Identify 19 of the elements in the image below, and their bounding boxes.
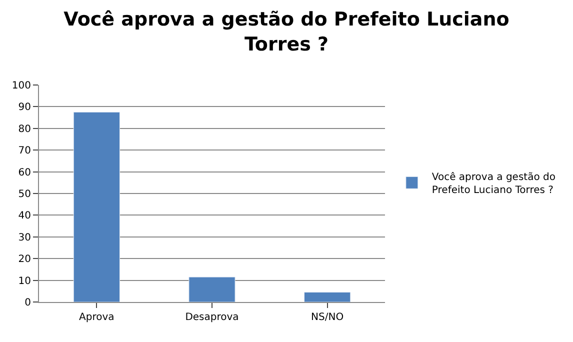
y-tick-label: 100: [12, 80, 31, 92]
bar: [188, 276, 236, 302]
x-tick-label: Aprova: [79, 312, 114, 323]
y-tick-label: 10: [18, 276, 31, 287]
chart-title: Você aprova a gestão do Prefeito Luciano Torres ?: [64, 8, 510, 56]
y-tick-label: 30: [18, 232, 31, 244]
y-tick-label: 70: [18, 146, 31, 157]
y-tick-label: 20: [18, 254, 31, 266]
x-tick-label: Desaprova: [185, 312, 239, 323]
y-tick-label: 80: [18, 124, 31, 135]
y-tick-label: 90: [18, 102, 31, 114]
x-tick-label: NS/NO: [311, 312, 344, 323]
bar: [73, 112, 120, 302]
bar: [304, 292, 351, 302]
y-tick-label: 50: [18, 189, 31, 200]
y-tick-label: 40: [18, 210, 31, 222]
y-tick-label: 60: [18, 167, 31, 178]
y-tick-label: 0: [24, 298, 31, 308]
legend-label: Você aprova a gestão do Prefeito Luciano Torres ?: [432, 172, 556, 196]
